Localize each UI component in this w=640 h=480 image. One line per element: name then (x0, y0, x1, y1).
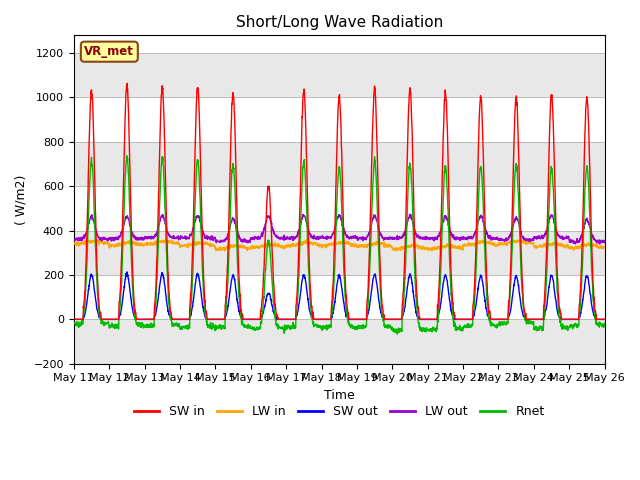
SW out (600, 316, 608, 322)
Rnet (569, 326, 577, 332)
SW in (493, 316, 501, 322)
Line: LW out: LW out (74, 215, 604, 244)
SW in (554, 277, 561, 283)
Bar (74, 319, 605, 364)
SW out (493, 316, 501, 322)
SW in (600, 316, 608, 322)
SW out (218, 316, 226, 322)
Bar (74, 53, 605, 97)
LW in (493, 242, 501, 248)
SW out (124, 269, 131, 275)
SW out (355, 316, 362, 322)
LW out (366, 229, 374, 235)
Rnet (554, 299, 562, 305)
SW in (568, 316, 576, 322)
LW out (600, 240, 608, 245)
SW out (554, 310, 561, 316)
LW in (355, 243, 362, 249)
LW out (493, 235, 501, 240)
LW in (366, 241, 374, 247)
LW out (568, 238, 576, 244)
Legend: SW in, LW in, SW out, LW out, Rnet: SW in, LW in, SW out, LW out, Rnet (129, 400, 550, 423)
Rnet (394, 331, 401, 337)
LW out (218, 238, 225, 244)
LW out (596, 241, 604, 247)
Bar (74, 230, 605, 275)
LW in (92, 236, 100, 242)
Rnet (600, 321, 608, 326)
X-axis label: Time: Time (324, 389, 355, 402)
SW in (218, 316, 226, 322)
Line: SW in: SW in (74, 84, 604, 319)
LW out (70, 237, 77, 242)
Title: Short/Long Wave Radiation: Short/Long Wave Radiation (236, 15, 443, 30)
Rnet (366, 263, 374, 269)
Rnet (123, 153, 131, 158)
SW in (124, 81, 131, 86)
SW in (70, 316, 77, 322)
SW in (366, 232, 374, 238)
LW in (218, 246, 226, 252)
Rnet (355, 323, 362, 328)
SW out (568, 316, 576, 322)
LW in (428, 248, 436, 254)
Text: VR_met: VR_met (84, 45, 134, 58)
SW in (355, 316, 362, 322)
SW out (70, 316, 77, 322)
Rnet (70, 321, 77, 326)
LW out (355, 235, 362, 241)
LW in (554, 241, 562, 247)
Rnet (218, 324, 226, 330)
Line: Rnet: Rnet (74, 156, 604, 334)
LW out (407, 212, 415, 217)
LW out (554, 232, 561, 238)
LW in (70, 240, 77, 246)
LW in (569, 247, 577, 252)
Rnet (493, 324, 501, 330)
Line: LW in: LW in (74, 239, 604, 251)
Bar (74, 142, 605, 186)
LW in (600, 244, 608, 250)
SW out (366, 300, 374, 306)
Y-axis label: ( W/m2): ( W/m2) (15, 174, 28, 225)
Line: SW out: SW out (74, 272, 604, 319)
